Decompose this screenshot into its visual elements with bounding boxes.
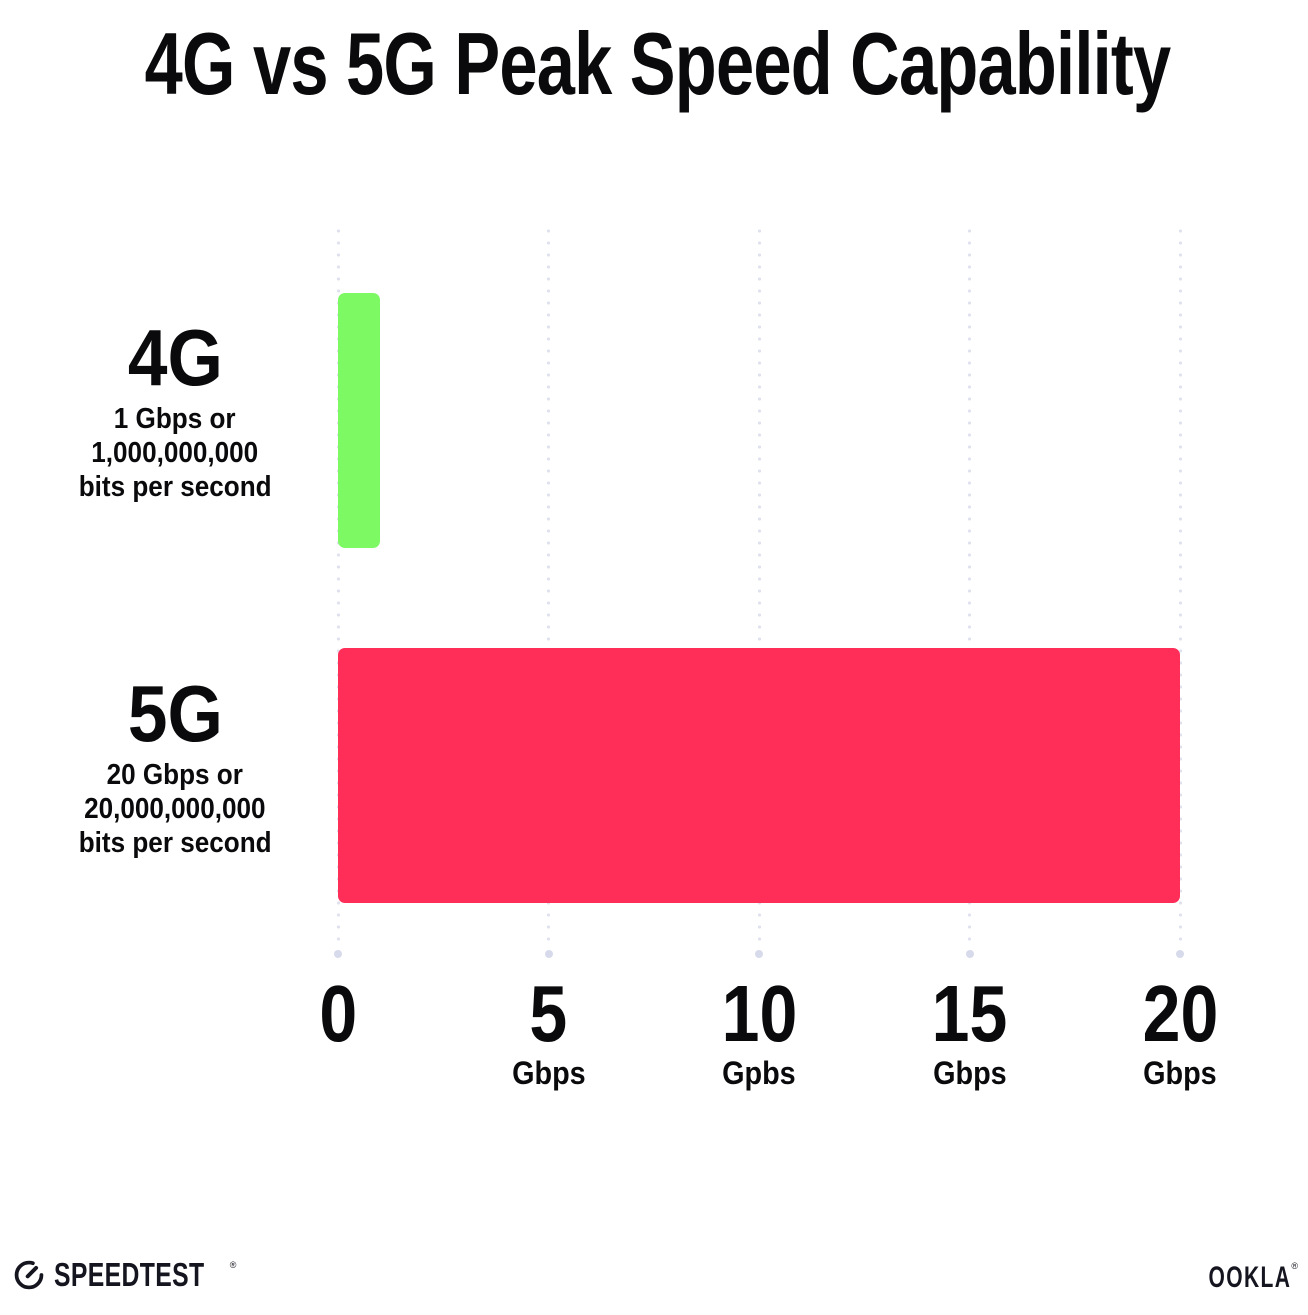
x-tick-value-text: 5 — [529, 969, 568, 1058]
category-sublabel-text: bits per second — [78, 471, 272, 503]
x-tick-unit: Gbps — [865, 1056, 1075, 1090]
gridline-end-dot — [544, 950, 553, 958]
x-tick-unit-text: Gbps — [511, 1055, 586, 1091]
x-tick-value-text: 20 — [1142, 969, 1218, 1058]
gridline-15 — [965, 225, 974, 958]
x-tick-unit-text: Gpbs — [722, 1055, 796, 1091]
bar-5g — [338, 648, 1180, 903]
speedtest-wordmark: SPEEDTEST — [54, 1256, 205, 1293]
speedtest-trademark-symbol: ® — [229, 1260, 237, 1270]
category-sublabel-text: 20 Gbps or — [106, 759, 244, 791]
category-sublabel-line: 1 Gbps or — [25, 402, 325, 436]
chart-title: 4G vs 5G Peak Speed Capability — [0, 20, 1308, 108]
gridline-end-dot — [965, 950, 974, 958]
category-sublabel-text: 20,000,000,000 — [84, 793, 266, 825]
category-sublabel: 20 Gbps or 20,000,000,000 bits per second — [25, 758, 325, 860]
gridline-0 — [334, 225, 342, 958]
row-label-4g: 4G 1 Gbps or 1,000,000,000 bits per second — [25, 316, 325, 504]
ookla-logo: OOKLA® — [1173, 1261, 1298, 1295]
category-sublabel-line: bits per second — [25, 470, 325, 504]
category-sublabel-line: 20 Gbps or — [25, 758, 325, 792]
x-tick-5: 5 Gbps — [444, 969, 654, 1091]
x-tick-value-text: 15 — [931, 969, 1008, 1058]
category-name-text: 4G — [127, 313, 223, 402]
bar-4g — [338, 293, 381, 548]
speedtest-logo: SPEEDTEST ® — [13, 1256, 237, 1293]
gridline-10 — [755, 225, 763, 958]
x-tick-unit: Gpbs — [654, 1056, 864, 1090]
gridline-end-dot — [334, 950, 342, 958]
x-tick-unit-text: Gbps — [1143, 1055, 1217, 1091]
category-name: 5G — [25, 672, 325, 756]
row-label-5g: 5G 20 Gbps or 20,000,000,000 bits per secon… — [25, 672, 325, 860]
category-sublabel: 1 Gbps or 1,000,000,000 bits per second — [25, 402, 325, 504]
x-tick-value: 5 — [444, 969, 654, 1058]
chart-title-text: 4G vs 5G Peak Speed Capability — [144, 14, 1172, 113]
x-tick-value: 0 — [233, 969, 443, 1058]
x-tick-10: 10 Gpbs — [654, 969, 864, 1091]
x-tick-value: 20 — [1075, 969, 1285, 1058]
x-tick-15: 15 Gbps — [865, 969, 1075, 1091]
category-sublabel-line: bits per second — [25, 826, 325, 860]
category-name: 4G — [25, 316, 325, 400]
x-tick-unit-text: Gbps — [932, 1055, 1007, 1091]
x-tick-0: 0 — [233, 969, 443, 1058]
category-name-text: 5G — [127, 669, 223, 758]
x-tick-value-text: 10 — [721, 969, 797, 1058]
x-tick-unit: Gbps — [444, 1056, 654, 1090]
ookla-trademark-symbol: ® — [1291, 1261, 1298, 1271]
category-sublabel-text: 1 Gbps or — [114, 403, 236, 435]
x-tick-value: 10 — [654, 969, 864, 1058]
category-sublabel-line: 20,000,000,000 — [25, 792, 325, 826]
gridline-20 — [1176, 225, 1184, 958]
gridline-5 — [544, 225, 553, 958]
category-sublabel-text: bits per second — [78, 827, 272, 859]
gridline-end-dot — [755, 950, 763, 958]
category-sublabel-text: 1,000,000,000 — [91, 437, 259, 469]
gridline-end-dot — [1176, 950, 1184, 958]
x-tick-20: 20 Gbps — [1075, 969, 1285, 1091]
x-tick-unit: Gbps — [1075, 1056, 1285, 1090]
speedtest-gauge-icon — [14, 1260, 44, 1290]
ookla-wordmark: OOKLA — [1208, 1261, 1292, 1294]
category-sublabel-line: 1,000,000,000 — [25, 436, 325, 470]
x-tick-value: 15 — [865, 969, 1075, 1058]
x-tick-value-text: 0 — [319, 969, 357, 1058]
